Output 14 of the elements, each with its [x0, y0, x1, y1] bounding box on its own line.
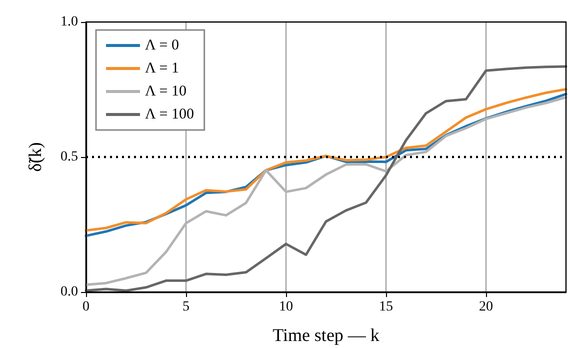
x-tick-label: 15 — [379, 300, 393, 314]
y-tick-label: 0.0 — [60, 284, 78, 300]
legend-label: Λ = 100 — [145, 106, 194, 122]
y-tick-label: 1.0 — [60, 14, 78, 30]
legend-label: Λ = 0 — [145, 38, 179, 54]
y-axis-title: δ̃(k) — [25, 142, 45, 172]
x-tick-label: 20 — [479, 300, 493, 314]
x-axis-title: Time step — k — [272, 325, 380, 345]
x-tick-label: 0 — [82, 300, 90, 314]
y-tick-label: 0.5 — [60, 150, 78, 164]
x-tick-label: 5 — [182, 300, 190, 314]
legend-label: Λ = 10 — [145, 84, 186, 100]
legend-label: Λ = 1 — [145, 60, 179, 76]
x-tick-label: 10 — [279, 300, 293, 314]
